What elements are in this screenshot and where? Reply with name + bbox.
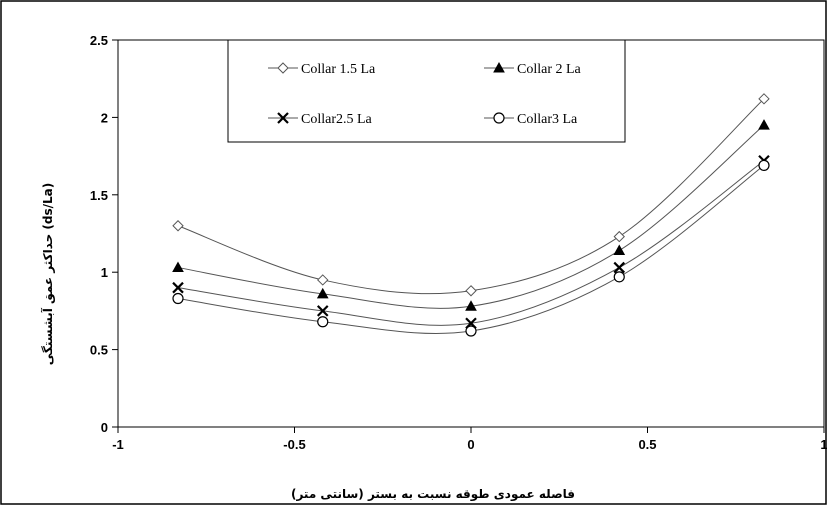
- y-tick-label: 0.5: [90, 343, 108, 358]
- axes: 0 0.5 1 1.5 2 2.5 -1 -0.5 0 0.5 1: [90, 33, 827, 452]
- data-point: [613, 230, 625, 243]
- data-point: [172, 292, 184, 305]
- x-stroke: [277, 112, 289, 124]
- x-stroke: [613, 261, 626, 274]
- data-point: [316, 287, 329, 299]
- y-tick-label: 0: [101, 420, 108, 435]
- x-tick-label: 0.5: [638, 437, 656, 452]
- y-axis-title: (ds/La) حداکثر عمق آبشستگی: [40, 183, 55, 366]
- series-1: [172, 93, 770, 297]
- y-tick-label: 2.5: [90, 33, 108, 48]
- legend-box: [227, 39, 626, 143]
- legend-entry: Collar3 La: [484, 112, 578, 127]
- legend: Collar 1.5 La Collar 2 La Collar2.5 La Coll…: [227, 39, 626, 143]
- legend-label: Collar 2 La: [517, 62, 582, 77]
- legend-entry: Collar 2 La: [484, 61, 582, 77]
- data-point: [465, 285, 477, 297]
- data-point: [758, 93, 770, 105]
- data-point: [758, 159, 770, 171]
- data-point: [316, 305, 329, 317]
- legend-label: Collar 1.5 La: [301, 62, 376, 77]
- data-point: [317, 274, 329, 286]
- x-tick-label: 1: [820, 437, 827, 452]
- y-tick-label: 1.5: [90, 188, 108, 203]
- y-tick-label: 2: [101, 110, 108, 125]
- y-tick-label: 1: [101, 265, 108, 280]
- legend-label: Collar2.5 La: [301, 112, 373, 127]
- series-4: [172, 159, 770, 337]
- x-tick-label: 0: [467, 437, 474, 452]
- data-point: [613, 261, 626, 274]
- data-point: [465, 300, 477, 311]
- data-point: [758, 119, 770, 130]
- legend-marker: [493, 61, 505, 73]
- x-tick-label: -0.5: [283, 437, 305, 452]
- legend-marker: [277, 62, 289, 74]
- x-stroke: [172, 281, 184, 294]
- data-point: [172, 281, 184, 294]
- legend-entry: Collar 1.5 La: [268, 62, 376, 77]
- legend-marker: [277, 112, 289, 124]
- data-point: [465, 325, 477, 337]
- series-2: [172, 119, 770, 311]
- legend-marker: [493, 112, 505, 124]
- x-axis-title: فاصله عمودی طوقه نسبت به بستر (سانتی متر…: [291, 487, 575, 502]
- data-point: [317, 316, 329, 328]
- data-point: [613, 244, 626, 256]
- legend-label: Collar3 La: [517, 112, 578, 127]
- data-point: [613, 271, 625, 283]
- x-stroke: [316, 305, 329, 317]
- series-layer: [172, 93, 770, 337]
- x-tick-label: -1: [112, 437, 124, 452]
- legend-entry: Collar2.5 La: [268, 112, 373, 127]
- data-point: [172, 261, 184, 273]
- data-point: [172, 220, 184, 232]
